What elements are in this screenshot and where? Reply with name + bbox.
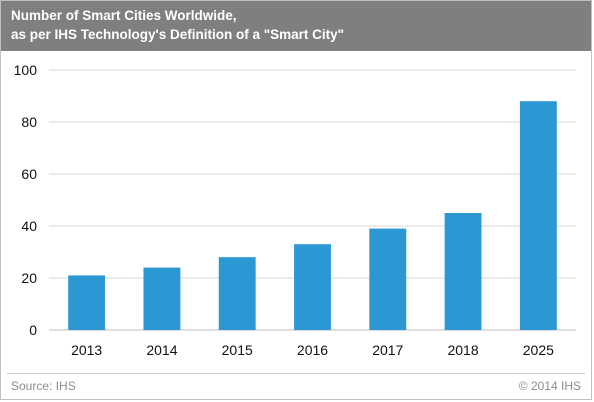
x-axis-ticks: 2013 2014 2015 2016 2017 2018 2025 <box>71 342 554 358</box>
bar-2013 <box>68 275 106 330</box>
y-tick-label: 20 <box>21 270 37 286</box>
footer-divider <box>7 373 585 374</box>
x-tick-label: 2017 <box>372 342 403 358</box>
x-tick-label: 2014 <box>146 342 177 358</box>
y-tick-label: 0 <box>29 322 37 338</box>
y-tick-label: 40 <box>21 218 37 234</box>
gridlines <box>49 69 576 331</box>
bar-2025 <box>519 101 557 330</box>
x-tick-label: 2015 <box>222 342 253 358</box>
bars <box>68 101 557 330</box>
source-note: Source: IHS <box>11 379 76 393</box>
bar-2016 <box>294 244 331 330</box>
x-tick-label: 2016 <box>297 342 328 358</box>
bar-2015 <box>218 257 256 330</box>
bar-2014 <box>143 267 181 330</box>
x-tick-label: 2025 <box>523 342 554 358</box>
chart-title-line-1: Number of Smart Cities Worldwide, <box>11 8 237 23</box>
x-tick-label: 2018 <box>447 342 478 358</box>
y-tick-label: 60 <box>21 166 37 182</box>
bar-2018 <box>444 213 482 330</box>
bar-2017 <box>369 228 407 330</box>
y-tick-label: 80 <box>21 114 37 130</box>
x-tick-label: 2013 <box>71 342 102 358</box>
chart-title-bar: Number of Smart Cities Worldwide, as per… <box>1 1 591 51</box>
chart-title-line-2: as per IHS Technology's Definition of a … <box>11 27 345 42</box>
copyright-note: © 2014 IHS <box>518 379 581 393</box>
y-tick-label: 100 <box>14 62 38 78</box>
y-axis-ticks: 0 20 40 60 80 100 <box>14 62 38 338</box>
bar-chart: 0 20 40 60 80 100 2013 2014 2015 2016 2017 2018 202… <box>14 62 576 358</box>
